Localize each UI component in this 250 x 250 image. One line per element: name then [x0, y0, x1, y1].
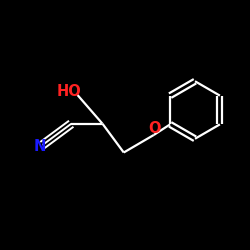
Text: N: N	[33, 139, 46, 154]
Text: O: O	[148, 121, 160, 136]
Text: HO: HO	[56, 84, 81, 99]
